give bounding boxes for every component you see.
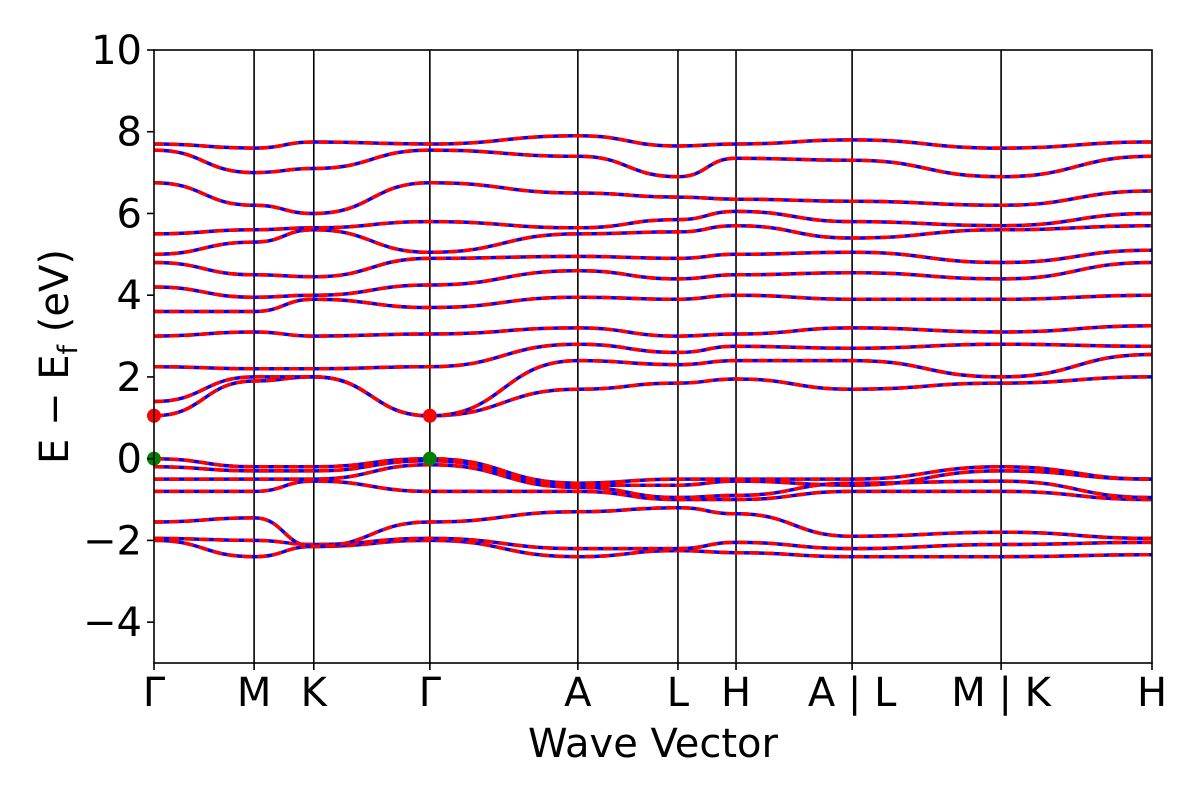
band-lines — [153, 134, 1153, 559]
band-line-spin-up — [153, 342, 1153, 371]
x-tick-label: M — [237, 670, 272, 716]
x-tick-label: M | K — [951, 670, 1052, 716]
band-line-spin-up — [153, 148, 1153, 179]
y-tick-label: 4 — [117, 273, 142, 319]
y-axis-label-unit: (eV) — [32, 249, 78, 345]
band-line-spin-down — [153, 260, 1153, 299]
band-line-spin-up — [153, 181, 1153, 216]
band-edge-markers — [147, 408, 437, 466]
band-line-spin-up — [153, 248, 1153, 279]
band-line-spin-up — [153, 209, 1153, 236]
x-tick-label: A | L — [808, 670, 897, 716]
x-tick-label: L — [667, 670, 690, 716]
y-tick-label: −2 — [83, 518, 142, 564]
band-line-spin-up — [153, 479, 1153, 502]
band-line-spin-up — [153, 456, 1153, 485]
y-tick-label: −4 — [83, 600, 142, 646]
vbm-marker — [422, 451, 437, 466]
kpoint-lines — [253, 50, 1002, 663]
band-line-spin-up — [153, 134, 1153, 150]
band-line-spin-up — [153, 458, 1153, 487]
band-line-spin-up — [153, 223, 1153, 257]
band-line-spin-up — [153, 293, 1153, 314]
x-tick-label: H — [1137, 670, 1167, 716]
plot-frame — [153, 49, 1153, 664]
y-axis-label-main: E − E — [32, 354, 78, 464]
y-tick-label: 8 — [117, 110, 142, 156]
y-axis-label-subscript: f — [53, 343, 84, 354]
band-line-spin-up — [153, 538, 1153, 559]
band-line-spin-up — [153, 260, 1153, 299]
band-line-spin-up — [153, 505, 1153, 549]
band-line-spin-up — [154, 463, 1153, 500]
y-tick-label: 2 — [117, 355, 142, 401]
y-tick-label: 6 — [117, 191, 142, 237]
cbm-marker — [422, 408, 437, 423]
x-tick-label: Γ — [419, 670, 442, 716]
y-axis-ticks: −4 −2 0 2 4 6 8 10 — [83, 28, 154, 646]
y-tick-label: 10 — [91, 28, 142, 74]
band-line-spin-down — [153, 505, 1153, 549]
band-line-spin-down — [153, 181, 1153, 216]
x-tick-label: H — [721, 670, 751, 716]
band-line-spin-down — [153, 248, 1153, 279]
band-line-spin-up — [153, 352, 1153, 418]
x-tick-label: Γ — [143, 670, 166, 716]
band-line-spin-up — [153, 324, 1153, 338]
band-line-spin-down — [153, 148, 1153, 179]
x-axis-label: Wave Vector — [528, 721, 779, 767]
x-tick-label: K — [301, 670, 329, 716]
y-tick-label: 0 — [117, 437, 142, 483]
x-tick-label: A — [564, 670, 592, 716]
y-axis-label: E − Ef (eV) — [32, 249, 84, 464]
band-line-spin-up — [153, 375, 1153, 418]
